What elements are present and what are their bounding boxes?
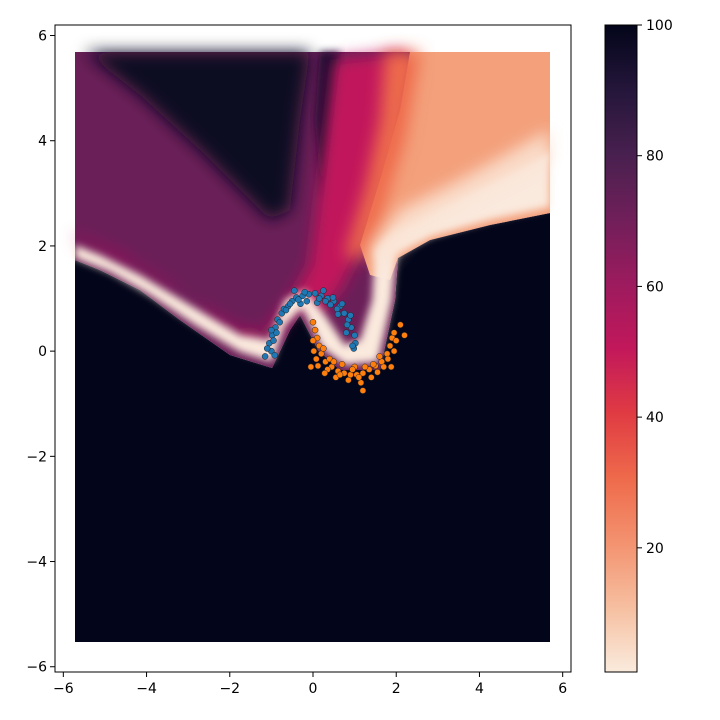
scatter-point-series-0 xyxy=(343,329,350,336)
heatmap-region-red xyxy=(75,52,405,345)
scatter-point-series-1 xyxy=(380,363,387,371)
heatmap-region-orange xyxy=(345,52,420,260)
y-tick-label: 6 xyxy=(38,29,47,45)
scatter-point-series-1 xyxy=(386,342,394,350)
y-tick-label: −4 xyxy=(26,555,47,571)
scatter-point-series-1 xyxy=(392,337,400,344)
scatter-point-series-1 xyxy=(390,329,398,336)
scatter-point-series-1 xyxy=(310,347,318,355)
colorbar-tick-label: 60 xyxy=(646,279,664,295)
scatter-point-series-1 xyxy=(374,368,381,376)
scatter-points xyxy=(261,287,408,394)
x-tick-label: 2 xyxy=(392,681,401,697)
heatmap-background xyxy=(75,52,550,642)
scatter-point-series-0 xyxy=(351,332,358,339)
scatter-point-series-1 xyxy=(387,363,395,371)
y-tick-label: −2 xyxy=(26,449,47,465)
x-tick-label: −6 xyxy=(53,681,74,697)
scatter-point-series-1 xyxy=(359,387,367,394)
scatter-point-series-1 xyxy=(309,337,317,344)
scatter-point-series-0 xyxy=(343,321,351,329)
scatter-point-series-0 xyxy=(286,300,294,308)
heatmap-region-dark-wedge xyxy=(85,52,310,220)
scatter-point-series-0 xyxy=(303,297,311,305)
x-tick-label: 0 xyxy=(309,681,318,697)
x-tick-label: 6 xyxy=(558,681,567,697)
scatter-point-series-1 xyxy=(349,366,356,373)
colorbar-tick-label: 80 xyxy=(646,149,664,165)
colorbar xyxy=(604,24,638,673)
scatter-point-series-1 xyxy=(313,355,320,363)
scatter-point-series-0 xyxy=(263,345,271,352)
scatter-point-series-1 xyxy=(330,358,338,365)
scatter-point-series-1 xyxy=(309,318,317,326)
x-tick-label: −4 xyxy=(136,681,157,697)
scatter-point-series-0 xyxy=(333,305,341,313)
scatter-point-series-1 xyxy=(401,332,408,339)
scatter-point-series-1 xyxy=(311,326,319,334)
y-tick-label: 4 xyxy=(38,134,47,150)
scatter-point-series-1 xyxy=(390,347,398,355)
scatter-point-series-1 xyxy=(338,361,346,368)
scatter-point-series-1 xyxy=(368,374,375,381)
scatter-point-series-1 xyxy=(314,362,322,370)
colorbar-tick-label: 100 xyxy=(646,18,673,34)
scatter-point-series-0 xyxy=(270,337,277,344)
scatter-point-series-0 xyxy=(327,301,334,309)
colorbar-axis: 20 40 60 80 100 xyxy=(637,18,673,557)
scatter-point-series-0 xyxy=(338,300,346,308)
scatter-point-series-0 xyxy=(301,288,308,296)
scatter-point-series-1 xyxy=(355,374,363,381)
heatmap-region-high xyxy=(75,213,550,642)
x-axis: −6 −4 −2 0 2 4 6 xyxy=(53,672,567,697)
scatter-point-series-1 xyxy=(370,361,377,368)
scatter-point-series-1 xyxy=(376,353,383,360)
scatter-point-series-0 xyxy=(320,287,327,294)
scatter-point-series-0 xyxy=(291,287,298,294)
heatmap-boundary-band xyxy=(75,150,550,365)
scatter-point-series-0 xyxy=(322,297,329,305)
scatter-point-series-0 xyxy=(349,342,356,350)
scatter-point-series-1 xyxy=(384,355,392,363)
y-tick-label: 2 xyxy=(38,239,47,255)
scatter-point-series-0 xyxy=(276,318,283,326)
scatter-point-series-0 xyxy=(340,310,348,317)
scatter-point-series-1 xyxy=(359,369,367,377)
scatter-point-series-0 xyxy=(329,294,337,301)
scatter-point-series-0 xyxy=(315,295,323,302)
scatter-point-series-0 xyxy=(268,326,275,334)
heatmap-boundary-glow xyxy=(370,130,550,265)
y-axis: −6 −4 −2 0 2 4 6 xyxy=(26,29,55,676)
scatter-point-series-0 xyxy=(271,352,278,359)
y-tick-label: 0 xyxy=(38,344,47,360)
scatter-point-series-0 xyxy=(295,296,302,303)
scatter-point-series-1 xyxy=(345,376,352,384)
scatter-point-series-0 xyxy=(282,306,290,314)
scatter-point-series-1 xyxy=(336,371,344,379)
x-tick-label: 4 xyxy=(475,681,484,697)
scatter-point-series-1 xyxy=(320,345,327,352)
colorbar-tick-label: 40 xyxy=(646,410,664,426)
scatter-point-series-0 xyxy=(347,312,354,319)
scatter-point-series-0 xyxy=(273,329,280,336)
scatter-point-series-1 xyxy=(307,363,315,371)
x-tick-label: −2 xyxy=(219,681,240,697)
scatter-point-series-0 xyxy=(311,290,319,297)
scatter-point-series-1 xyxy=(397,321,404,329)
scatter-point-series-1 xyxy=(321,369,328,377)
y-tick-label: −6 xyxy=(26,660,47,676)
scatter-point-series-0 xyxy=(261,353,269,360)
scatter-point-series-0 xyxy=(334,311,342,318)
scatter-point-series-1 xyxy=(361,363,369,371)
colorbar-tick-label: 20 xyxy=(646,541,664,557)
